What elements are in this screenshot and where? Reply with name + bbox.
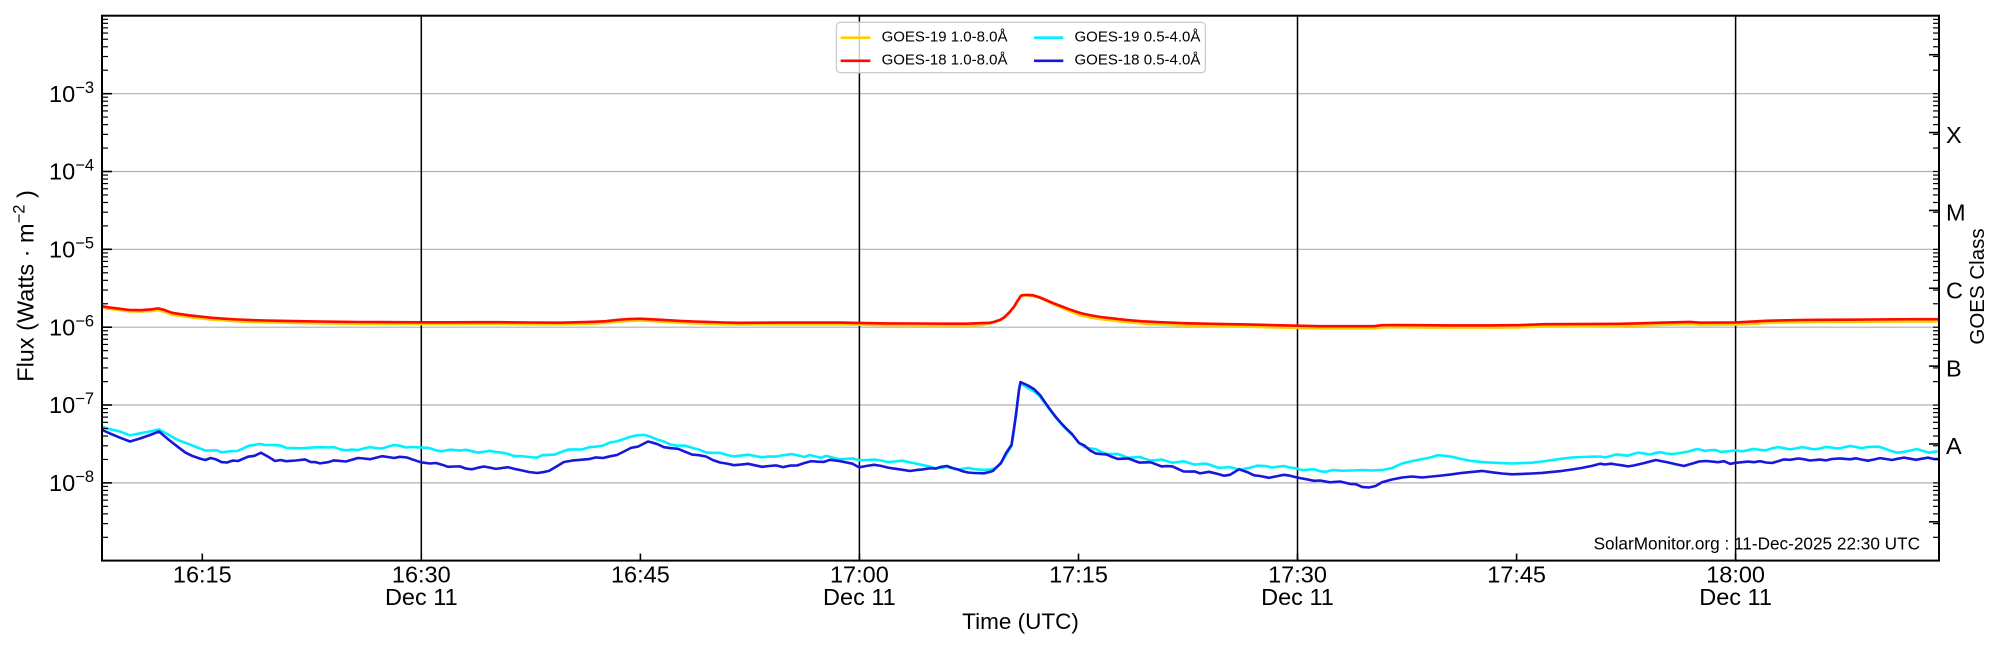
svg-text:Time (UTC): Time (UTC) — [962, 609, 1079, 634]
svg-text:Dec 11: Dec 11 — [1261, 584, 1334, 610]
svg-text:GOES-19 0.5-4.0Å: GOES-19 0.5-4.0Å — [1075, 29, 1201, 46]
svg-text:Dec 11: Dec 11 — [823, 584, 896, 610]
svg-text:16:45: 16:45 — [611, 562, 670, 588]
svg-text:10−4: 10−4 — [49, 157, 94, 185]
svg-text:18:00: 18:00 — [1706, 562, 1765, 588]
svg-text:16:30: 16:30 — [392, 562, 451, 588]
svg-text:B: B — [1946, 355, 1962, 381]
svg-text:Dec 11: Dec 11 — [385, 584, 458, 610]
svg-text:GOES-18 1.0-8.0Å: GOES-18 1.0-8.0Å — [882, 52, 1008, 69]
svg-text:16:15: 16:15 — [173, 562, 232, 588]
svg-text:17:45: 17:45 — [1487, 562, 1546, 588]
svg-text:GOES-19 1.0-8.0Å: GOES-19 1.0-8.0Å — [882, 29, 1008, 46]
svg-text:GOES Class: GOES Class — [1966, 228, 1989, 344]
svg-text:17:30: 17:30 — [1268, 562, 1327, 588]
svg-text:GOES-18 0.5-4.0Å: GOES-18 0.5-4.0Å — [1075, 52, 1201, 69]
svg-text:17:15: 17:15 — [1049, 562, 1108, 588]
svg-text:A: A — [1946, 433, 1962, 459]
svg-text:Dec 11: Dec 11 — [1699, 584, 1772, 610]
svg-text:17:00: 17:00 — [830, 562, 889, 588]
svg-text:SolarMonitor.org : 11-Dec-2025: SolarMonitor.org : 11-Dec-2025 22:30 UTC — [1594, 534, 1920, 554]
svg-text:C: C — [1946, 278, 1963, 304]
svg-text:M: M — [1946, 200, 1966, 226]
svg-text:X: X — [1946, 122, 1962, 148]
